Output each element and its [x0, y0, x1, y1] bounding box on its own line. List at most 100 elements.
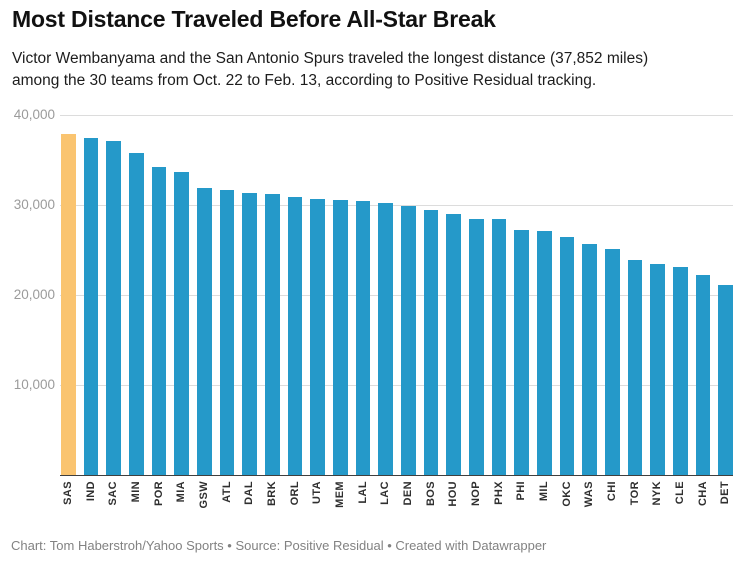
x-label-mia: MIA: [174, 481, 189, 502]
bar-det: [718, 285, 733, 475]
x-label-okc: OKC: [560, 481, 575, 507]
x-label-nop: NOP: [469, 481, 484, 506]
x-label-mem: MEM: [333, 481, 348, 508]
x-label-text-tor: TOR: [628, 481, 641, 506]
bar-was: [582, 243, 597, 475]
chart-subtitle-line1: Victor Wembanyama and the San Antonio Sp…: [12, 50, 649, 67]
x-label-text-min: MIN: [130, 481, 143, 503]
x-label-text-mem: MEM: [334, 481, 347, 508]
x-label-chi: CHI: [605, 481, 620, 501]
x-label-text-atl: ATL: [220, 481, 233, 503]
x-axis-labels: SAS IND SAC MIN POR MIA GSW ATL DAL BRK ORL UTA MEM L…: [61, 481, 733, 519]
bar-atl: [219, 189, 235, 475]
x-label-nyk: NYK: [650, 481, 665, 505]
x-label-lac: LAC: [378, 481, 393, 505]
bar-brk: [265, 194, 280, 475]
x-label-text-nyk: NYK: [651, 481, 664, 506]
x-label-hou: HOU: [446, 481, 461, 507]
bar-den: [401, 205, 416, 475]
x-label-text-hou: HOU: [447, 481, 460, 507]
x-label-cha: CHA: [696, 481, 711, 506]
x-label-text-nop: NOP: [470, 481, 483, 507]
x-label-uta: UTA: [310, 481, 325, 504]
bar-por: [151, 167, 167, 475]
bar-ind: [83, 137, 99, 475]
bar-gsw: [197, 187, 212, 475]
x-label-text-den: DEN: [402, 481, 415, 506]
x-label-ind: IND: [84, 481, 99, 501]
gridline-40000: [60, 115, 733, 116]
x-label-orl: ORL: [288, 481, 303, 505]
x-label-text-por: POR: [152, 481, 165, 507]
x-label-text-okc: OKC: [560, 481, 573, 507]
x-label-min: MIN: [129, 481, 144, 502]
bar-mia: [174, 171, 189, 475]
x-label-dal: DAL: [242, 481, 257, 505]
x-label-sas: SAS: [61, 481, 76, 505]
bar-nop: [469, 218, 484, 475]
x-label-bos: BOS: [424, 481, 439, 506]
bar-chi: [605, 249, 620, 475]
bar-tor: [627, 259, 643, 475]
bar-lac: [378, 203, 393, 475]
x-label-lal: LAL: [356, 481, 371, 504]
x-label-text-dal: DAL: [243, 481, 256, 505]
x-label-phx: PHX: [492, 481, 507, 505]
x-label-text-gsw: GSW: [198, 481, 211, 509]
gridline-20000: [60, 295, 733, 296]
bar-cha: [695, 275, 711, 475]
x-label-por: POR: [152, 481, 167, 506]
chart-credit: Chart: Tom Haberstroh/Yahoo Sports • Sou…: [11, 538, 547, 553]
y-tick-label-10000: 10,000: [13, 377, 55, 392]
x-label-text-chi: CHI: [606, 481, 619, 502]
x-label-phi: PHI: [514, 481, 529, 501]
x-label-sac: SAC: [106, 481, 121, 505]
bar-mem: [333, 200, 348, 475]
x-label-text-cha: CHA: [696, 481, 709, 507]
x-axis-line: [60, 475, 733, 476]
y-tick-label-30000: 30,000: [13, 197, 55, 212]
x-label-text-ind: IND: [84, 481, 97, 502]
chart-subtitle-line2: among the 30 teams from Oct. 22 to Feb. …: [12, 71, 597, 89]
y-tick-label-40000: 40,000: [13, 107, 55, 122]
bar-hou: [446, 214, 461, 475]
x-label-cle: CLE: [673, 481, 688, 504]
bar-mil: [537, 231, 552, 475]
x-label-text-uta: UTA: [311, 481, 324, 504]
bar-lal: [355, 201, 371, 475]
x-label-tor: TOR: [628, 481, 643, 505]
x-label-text-brk: BRK: [266, 481, 279, 507]
x-label-atl: ATL: [220, 481, 235, 503]
x-label-text-sas: SAS: [62, 481, 74, 505]
gridline-30000: [60, 205, 733, 206]
x-label-brk: BRK: [265, 481, 280, 506]
bar-sas: [61, 134, 76, 475]
x-label-was: WAS: [582, 481, 597, 507]
gridline-10000: [60, 385, 733, 386]
y-tick-label-20000: 20,000: [13, 287, 55, 302]
bar-okc: [559, 237, 575, 475]
x-label-text-mia: MIA: [175, 481, 188, 503]
bar-dal: [242, 193, 257, 475]
bar-min: [129, 152, 144, 475]
x-label-det: DET: [718, 481, 733, 504]
x-label-text-sac: SAC: [107, 481, 120, 506]
bar-sac: [106, 141, 121, 475]
x-label-text-orl: ORL: [288, 481, 301, 506]
x-label-text-was: WAS: [583, 481, 596, 508]
bar-phx: [491, 219, 507, 475]
x-label-text-mil: MIL: [538, 481, 551, 502]
bar-cle: [673, 267, 688, 475]
x-label-text-phi: PHI: [515, 481, 528, 501]
chart-subtitle: Victor Wembanyama and the San Antonio Sp…: [12, 48, 648, 91]
bar-uta: [310, 198, 325, 475]
x-label-den: DEN: [401, 481, 416, 505]
x-label-gsw: GSW: [197, 481, 212, 508]
x-label-text-det: DET: [719, 481, 732, 505]
bar-bos: [423, 209, 439, 475]
x-label-text-lac: LAC: [379, 481, 392, 505]
bars-container: [61, 134, 733, 475]
chart-title: Most Distance Traveled Before All-Star B…: [12, 6, 496, 32]
